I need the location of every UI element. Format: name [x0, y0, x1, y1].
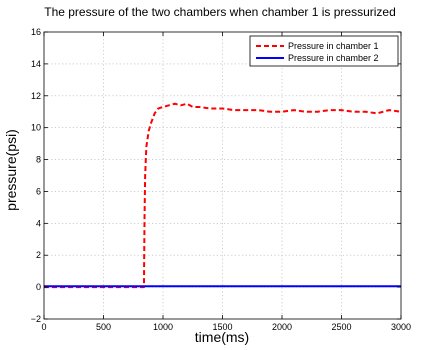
legend-box: [249, 35, 399, 67]
y-tick-label: 16: [31, 27, 41, 37]
y-tick-label: 6: [36, 186, 41, 196]
x-axis-label: time(ms): [195, 329, 249, 345]
x-tick-label: 1500: [212, 322, 232, 332]
y-tick-label: −2: [31, 314, 41, 324]
y-tick-label: 14: [31, 59, 41, 69]
y-tick-label: 12: [31, 91, 41, 101]
chart-title: The pressure of the two chambers when ch…: [44, 5, 396, 19]
y-tick-label: 10: [31, 123, 41, 133]
x-tick-label: 500: [96, 322, 111, 332]
y-tick-label: 2: [36, 250, 41, 260]
y-axis-label: pressure(psi): [3, 129, 19, 211]
grid: [44, 32, 401, 319]
y-tick-label: 8: [36, 155, 41, 165]
series-line-1: [44, 102, 402, 289]
legend: Pressure in chamber 1 Pressure in chamber…: [249, 35, 399, 67]
plot-frame: [43, 31, 402, 320]
y-tick-label: 0: [36, 282, 41, 292]
series-layer: [44, 102, 402, 289]
x-tick-label: 1000: [153, 322, 173, 332]
x-tick-label: 2500: [331, 322, 351, 332]
y-tick-label: 4: [36, 218, 41, 228]
x-tick-label: 3000: [391, 322, 411, 332]
legend-entry-1: Pressure in chamber 1: [288, 41, 379, 51]
x-tick-label: 0: [41, 322, 46, 332]
legend-entry-2: Pressure in chamber 2: [288, 53, 379, 63]
x-tick-label: 2000: [272, 322, 292, 332]
